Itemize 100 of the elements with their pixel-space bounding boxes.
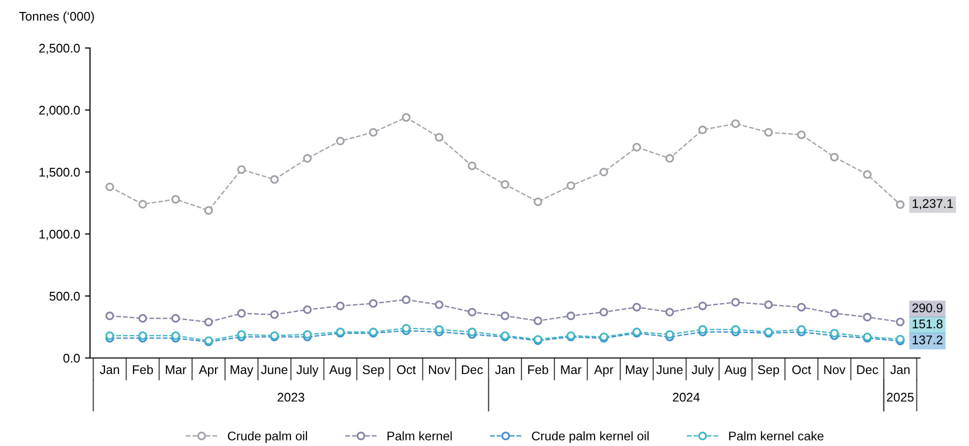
y-tick-label: 0.0 bbox=[63, 354, 80, 363]
point bbox=[797, 325, 806, 334]
point bbox=[731, 325, 740, 334]
point bbox=[600, 308, 608, 316]
point bbox=[434, 300, 444, 309]
x-tick-label: Sep bbox=[758, 365, 780, 377]
point bbox=[303, 330, 312, 339]
x-tick-label: July bbox=[692, 364, 714, 377]
point bbox=[698, 325, 707, 334]
x-tick-label: July bbox=[296, 364, 318, 377]
x-tick-label: May bbox=[230, 365, 254, 377]
data-label: 137.2 bbox=[912, 335, 942, 344]
point bbox=[862, 312, 872, 322]
point bbox=[665, 308, 674, 316]
point bbox=[566, 312, 576, 320]
point bbox=[402, 295, 410, 304]
x-tick-label: Jan bbox=[890, 365, 910, 374]
point bbox=[830, 309, 839, 318]
x-tick-label: Mar bbox=[561, 365, 582, 374]
x-tick-label: Apr bbox=[198, 365, 218, 377]
x-tick-label: June bbox=[656, 365, 683, 374]
point bbox=[468, 328, 476, 336]
point bbox=[402, 113, 410, 122]
point bbox=[237, 330, 246, 339]
point bbox=[105, 182, 114, 192]
y-tick-label: 2,500.0 bbox=[39, 44, 80, 54]
y-axis-title: Tonnes (‘000) bbox=[19, 12, 94, 24]
x-tick-label: Jan bbox=[100, 365, 120, 374]
point bbox=[468, 161, 476, 170]
point bbox=[204, 206, 213, 215]
point bbox=[830, 328, 839, 338]
point bbox=[468, 308, 476, 316]
point bbox=[665, 154, 674, 163]
point bbox=[665, 330, 674, 339]
point bbox=[797, 302, 806, 312]
point bbox=[731, 119, 740, 128]
point bbox=[336, 302, 345, 310]
point bbox=[500, 312, 510, 320]
legend-label: Crude palm kernel oil bbox=[532, 431, 649, 443]
point bbox=[402, 324, 410, 333]
point bbox=[698, 302, 707, 310]
x-tick-label: Mar bbox=[166, 365, 186, 374]
x-tick-label: Apr bbox=[594, 365, 614, 377]
point bbox=[171, 331, 180, 340]
x-tick-label: Oct bbox=[397, 365, 416, 374]
y-tick-label: 2,000.0 bbox=[39, 106, 80, 116]
point bbox=[698, 126, 707, 134]
point bbox=[368, 299, 378, 308]
point bbox=[336, 136, 345, 146]
text: 2024 bbox=[672, 392, 700, 402]
x-tick-label: Dec bbox=[462, 365, 483, 374]
y-tick-label: 500.0 bbox=[50, 292, 80, 301]
point bbox=[896, 200, 905, 209]
point bbox=[138, 200, 148, 209]
x-tick-label: Sep bbox=[362, 365, 384, 377]
point bbox=[171, 314, 180, 323]
point bbox=[237, 165, 246, 174]
point bbox=[303, 305, 312, 314]
point bbox=[896, 318, 905, 326]
data-label: 1,237.1 bbox=[912, 199, 953, 210]
point bbox=[138, 314, 148, 323]
x-tick-label: Aug bbox=[724, 365, 746, 377]
point bbox=[764, 128, 773, 137]
x-tick-label: Feb bbox=[528, 364, 548, 374]
data-label: 151.8 bbox=[912, 319, 943, 328]
point bbox=[434, 132, 444, 142]
text: 2025 bbox=[886, 392, 914, 402]
point bbox=[600, 168, 608, 176]
legend-label: Palm kernel cake bbox=[729, 431, 824, 440]
point bbox=[797, 130, 806, 140]
point bbox=[632, 142, 642, 152]
x-tick-label: Nov bbox=[429, 365, 450, 374]
x-tick-label: Feb bbox=[132, 364, 153, 374]
point bbox=[105, 312, 114, 320]
x-tick-label: May bbox=[626, 365, 649, 377]
text: 2023 bbox=[278, 392, 304, 402]
point bbox=[270, 175, 279, 184]
legend-label: Palm kernel bbox=[388, 431, 452, 440]
x-tick-label: Jan bbox=[495, 365, 514, 374]
point bbox=[237, 309, 246, 318]
x-tick-label: June bbox=[261, 365, 288, 374]
point bbox=[731, 298, 740, 307]
x-tick-label: Aug bbox=[329, 365, 351, 377]
x-tick-label: Dec bbox=[857, 365, 878, 374]
point bbox=[204, 318, 213, 326]
point bbox=[368, 128, 378, 137]
point bbox=[270, 310, 279, 319]
data-label: 290.9 bbox=[912, 303, 942, 312]
y-tick-label: 1,500.0 bbox=[40, 168, 80, 178]
point bbox=[534, 316, 542, 326]
point bbox=[171, 194, 180, 204]
point bbox=[500, 180, 510, 189]
x-tick-label: Nov bbox=[824, 365, 846, 374]
point bbox=[105, 331, 114, 340]
point bbox=[303, 154, 312, 163]
point bbox=[434, 325, 444, 334]
point bbox=[830, 152, 839, 162]
point bbox=[138, 331, 148, 340]
point bbox=[862, 170, 872, 179]
point bbox=[632, 302, 642, 312]
